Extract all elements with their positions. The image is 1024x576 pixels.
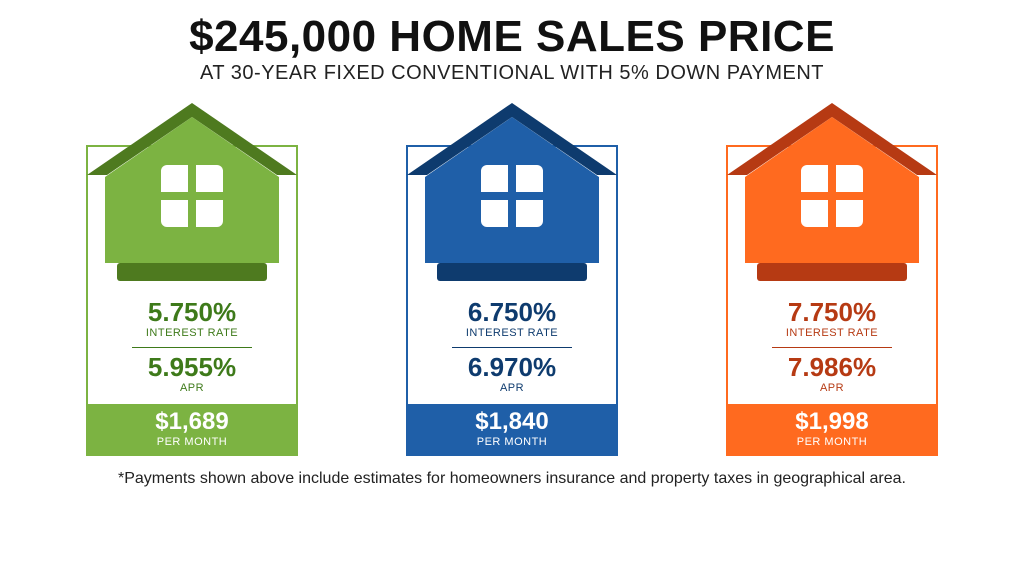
payment-label: PER MONTH — [797, 436, 868, 448]
card-stats: 7.750% INTEREST RATE 7.986% APR $1,998 P… — [692, 299, 972, 456]
interest-label: INTEREST RATE — [786, 327, 878, 339]
house-icon — [717, 103, 947, 293]
payment-label: PER MONTH — [477, 436, 548, 448]
stats-divider — [452, 347, 572, 348]
interest-rate: 6.750% — [468, 299, 556, 325]
card-stats: 6.750% INTEREST RATE 6.970% APR $1,840 P… — [372, 299, 652, 456]
payment-band: $1,689 PER MONTH — [86, 404, 298, 456]
house-icon — [397, 103, 627, 293]
interest-label: INTEREST RATE — [466, 327, 558, 339]
rate-card-1: 6.750% INTEREST RATE 6.970% APR $1,840 P… — [372, 103, 652, 456]
interest-rate: 5.750% — [148, 299, 236, 325]
apr-label: APR — [500, 382, 524, 394]
payment-band: $1,998 PER MONTH — [726, 404, 938, 456]
apr: 5.955% — [148, 354, 236, 380]
interest-rate: 7.750% — [788, 299, 876, 325]
card-stats: 5.750% INTEREST RATE 5.955% APR $1,689 P… — [52, 299, 332, 456]
payment-amount: $1,689 — [155, 410, 228, 434]
payment-label: PER MONTH — [157, 436, 228, 448]
interest-label: INTEREST RATE — [146, 327, 238, 339]
stats-divider — [772, 347, 892, 348]
stats-divider — [132, 347, 252, 348]
house-icon — [77, 103, 307, 293]
page-subtitle: AT 30-YEAR FIXED CONVENTIONAL WITH 5% DO… — [200, 62, 824, 85]
cards-row: 5.750% INTEREST RATE 5.955% APR $1,689 P… — [52, 103, 972, 456]
apr-label: APR — [180, 382, 204, 394]
rate-card-2: 7.750% INTEREST RATE 7.986% APR $1,998 P… — [692, 103, 972, 456]
page-title: $245,000 HOME SALES PRICE — [189, 14, 835, 60]
apr-label: APR — [820, 382, 844, 394]
apr: 6.970% — [468, 354, 556, 380]
footnote: *Payments shown above include estimates … — [52, 470, 972, 488]
apr: 7.986% — [788, 354, 876, 380]
rate-card-0: 5.750% INTEREST RATE 5.955% APR $1,689 P… — [52, 103, 332, 456]
payment-band: $1,840 PER MONTH — [406, 404, 618, 456]
payment-amount: $1,840 — [475, 410, 548, 434]
payment-amount: $1,998 — [795, 410, 868, 434]
